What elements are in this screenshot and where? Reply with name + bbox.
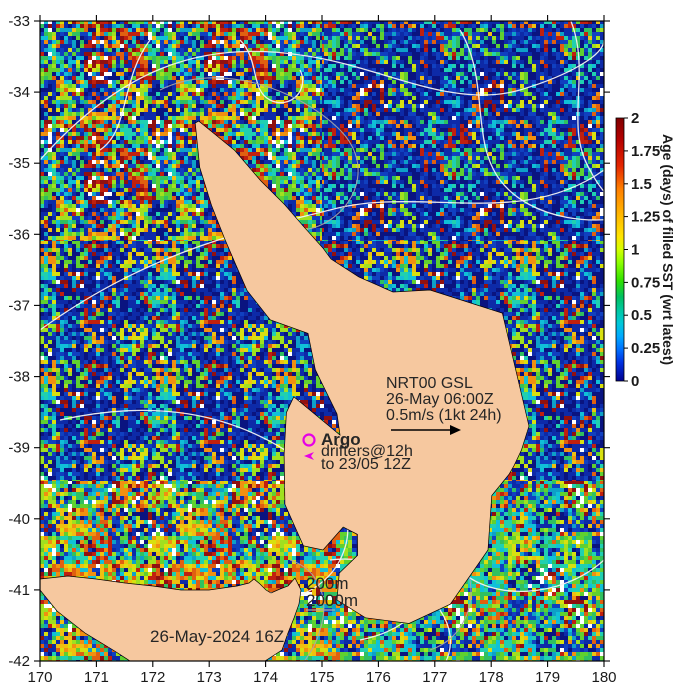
svg-text:to 23/05 12Z: to 23/05 12Z (321, 456, 411, 473)
svg-text:170: 170 (27, 669, 52, 686)
svg-text:1.75: 1.75 (631, 143, 660, 160)
svg-text:-33: -33 (8, 13, 30, 30)
svg-text:-38: -38 (8, 369, 30, 386)
svg-text:-36: -36 (8, 226, 30, 243)
svg-text:-34: -34 (8, 84, 30, 101)
svg-text:1.25: 1.25 (631, 209, 660, 226)
svg-text:172: 172 (140, 669, 165, 686)
svg-text:171: 171 (84, 669, 109, 686)
svg-text:-41: -41 (8, 582, 30, 599)
svg-text:176: 176 (366, 669, 391, 686)
svg-text:1.5: 1.5 (631, 176, 652, 193)
svg-text:0: 0 (631, 373, 639, 390)
svg-text:NRT00 GSL: NRT00 GSL (386, 375, 473, 392)
svg-text:0.5: 0.5 (631, 307, 652, 324)
svg-text:-42: -42 (8, 653, 30, 670)
svg-text:-39: -39 (8, 440, 30, 457)
svg-text:-37: -37 (8, 297, 30, 314)
svg-text:178: 178 (479, 669, 504, 686)
svg-text:179: 179 (535, 669, 560, 686)
svg-text:26-May-2024 16Z: 26-May-2024 16Z (150, 627, 284, 646)
svg-text:177: 177 (422, 669, 447, 686)
svg-text:0.5m/s (1kt 24h): 0.5m/s (1kt 24h) (386, 407, 502, 424)
svg-text:0.25: 0.25 (631, 340, 660, 357)
svg-text:1: 1 (631, 242, 639, 259)
svg-text:-35: -35 (8, 155, 30, 172)
svg-text:Age (days) of filled SST (wrt: Age (days) of filled SST (wrt latest) (660, 134, 676, 365)
svg-text:26-May 06:00Z: 26-May 06:00Z (386, 391, 494, 408)
svg-text:2: 2 (631, 110, 639, 127)
svg-text:2000m: 2000m (306, 591, 358, 610)
svg-text:-40: -40 (8, 511, 30, 528)
svg-text:175: 175 (309, 669, 334, 686)
svg-text:180: 180 (591, 669, 616, 686)
svg-text:174: 174 (253, 669, 278, 686)
svg-text:0.75: 0.75 (631, 274, 660, 291)
svg-text:173: 173 (197, 669, 222, 686)
